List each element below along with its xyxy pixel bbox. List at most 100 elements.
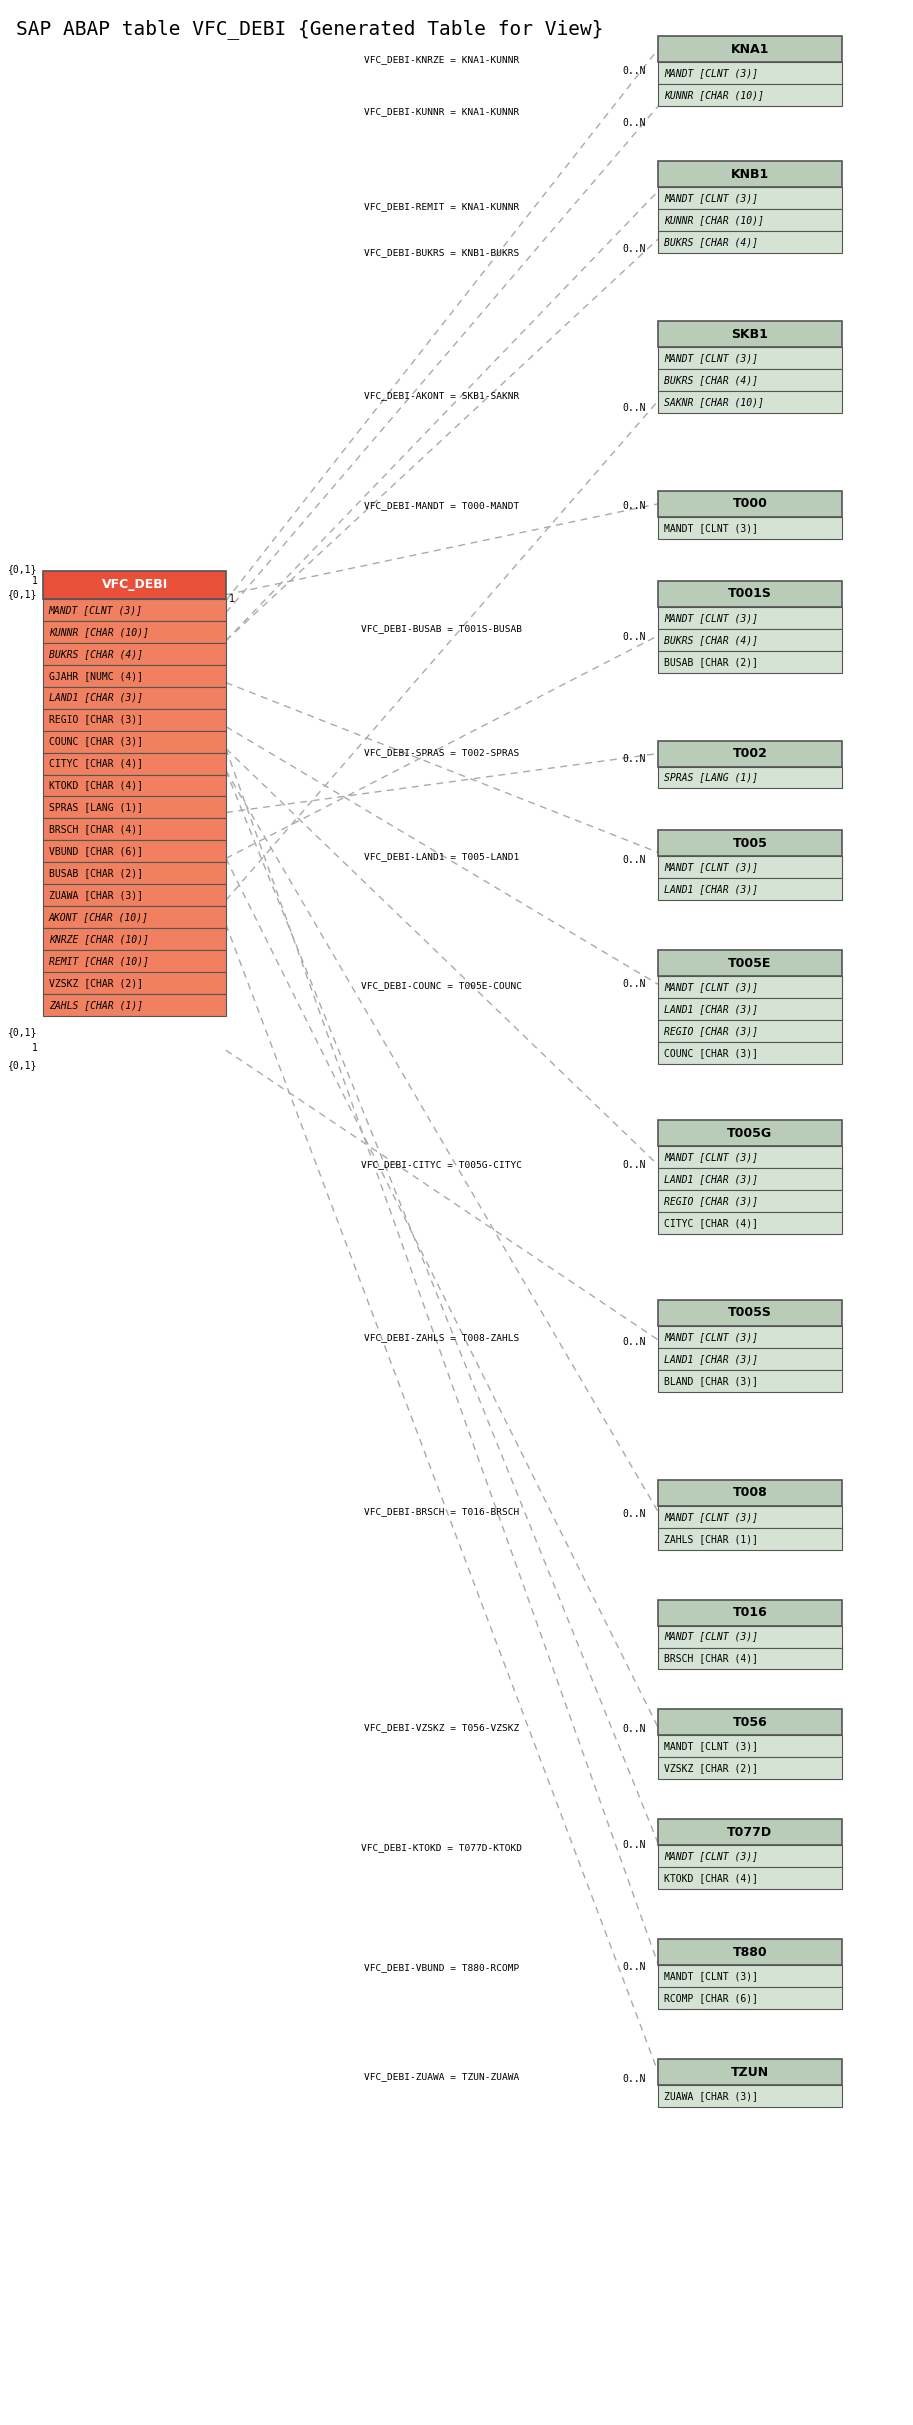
Text: MANDT [CLNT (3)]: MANDT [CLNT (3)]: [48, 604, 142, 614]
Text: 0..N: 0..N: [623, 65, 646, 75]
Text: MANDT [CLNT (3)]: MANDT [CLNT (3)]: [664, 68, 758, 78]
Text: 0..N: 0..N: [623, 502, 646, 512]
Text: 0..N: 0..N: [623, 1508, 646, 1518]
Bar: [658, 230, 842, 252]
Bar: [658, 1348, 842, 1370]
Text: VFC_DEBI-VZSKZ = T056-VZSKZ: VFC_DEBI-VZSKZ = T056-VZSKZ: [364, 1722, 519, 1731]
Bar: [658, 1370, 842, 1392]
Text: VFC_DEBI-BRSCH = T016-BRSCH: VFC_DEBI-BRSCH = T016-BRSCH: [364, 1508, 519, 1516]
Bar: [43, 863, 226, 885]
Text: SPRAS [LANG (1)]: SPRAS [LANG (1)]: [664, 774, 758, 783]
Text: TZUN: TZUN: [730, 2066, 769, 2078]
Text: MANDT [CLNT (3)]: MANDT [CLNT (3)]: [664, 1741, 758, 1751]
Text: 0..N: 0..N: [623, 1962, 646, 1972]
Bar: [658, 1600, 842, 1625]
Text: MANDT [CLNT (3)]: MANDT [CLNT (3)]: [664, 614, 758, 623]
Text: VFC_DEBI-SPRAS = T002-SPRAS: VFC_DEBI-SPRAS = T002-SPRAS: [364, 747, 519, 757]
Text: VFC_DEBI-BUKRS = KNB1-BUKRS: VFC_DEBI-BUKRS = KNB1-BUKRS: [364, 250, 519, 257]
Bar: [658, 1169, 842, 1191]
Bar: [43, 621, 226, 643]
Text: VFC_DEBI-KTOKD = T077D-KTOKD: VFC_DEBI-KTOKD = T077D-KTOKD: [362, 1843, 522, 1853]
Text: 0..N: 0..N: [623, 856, 646, 866]
Bar: [43, 708, 226, 730]
Bar: [658, 1940, 842, 1964]
Text: KNB1: KNB1: [730, 167, 769, 182]
Text: {0,1}: {0,1}: [8, 589, 37, 599]
Text: MANDT [CLNT (3)]: MANDT [CLNT (3)]: [664, 524, 758, 534]
Bar: [658, 320, 842, 347]
Bar: [658, 187, 842, 209]
Text: REGIO [CHAR (3)]: REGIO [CHAR (3)]: [48, 715, 142, 725]
Bar: [43, 730, 226, 752]
Bar: [43, 994, 226, 1016]
Text: VFC_DEBI-ZAHLS = T008-ZAHLS: VFC_DEBI-ZAHLS = T008-ZAHLS: [364, 1334, 519, 1343]
Text: BRSCH [CHAR (4)]: BRSCH [CHAR (4)]: [48, 825, 142, 834]
Text: MANDT [CLNT (3)]: MANDT [CLNT (3)]: [664, 1511, 758, 1520]
Text: T077D: T077D: [728, 1826, 772, 1838]
Bar: [658, 766, 842, 788]
Text: KUNNR [CHAR (10)]: KUNNR [CHAR (10)]: [48, 626, 149, 638]
Bar: [43, 972, 226, 994]
Text: CITYC [CHAR (4)]: CITYC [CHAR (4)]: [48, 759, 142, 769]
Bar: [658, 63, 842, 85]
Text: {0,1}: {0,1}: [8, 563, 37, 575]
Text: VFC_DEBI-VBUND = T880-RCOMP: VFC_DEBI-VBUND = T880-RCOMP: [364, 1962, 519, 1972]
Bar: [658, 1021, 842, 1043]
Text: VFC_DEBI-KNRZE = KNA1-KUNNR: VFC_DEBI-KNRZE = KNA1-KUNNR: [364, 56, 519, 63]
Text: VFC_DEBI-LAND1 = T005-LAND1: VFC_DEBI-LAND1 = T005-LAND1: [364, 851, 519, 861]
Text: VFC_DEBI-COUNC = T005E-COUNC: VFC_DEBI-COUNC = T005E-COUNC: [362, 980, 522, 989]
Text: COUNC [CHAR (3)]: COUNC [CHAR (3)]: [664, 1048, 758, 1057]
Text: 0..N: 0..N: [623, 119, 646, 129]
Text: RCOMP [CHAR (6)]: RCOMP [CHAR (6)]: [664, 1993, 758, 2003]
Text: MANDT [CLNT (3)]: MANDT [CLNT (3)]: [664, 1850, 758, 1862]
Bar: [658, 347, 842, 369]
Text: VBUND [CHAR (6)]: VBUND [CHAR (6)]: [48, 846, 142, 856]
Text: REGIO [CHAR (3)]: REGIO [CHAR (3)]: [664, 1026, 758, 1035]
Bar: [658, 1736, 842, 1758]
Bar: [658, 628, 842, 650]
Text: {0,1}: {0,1}: [8, 1028, 37, 1038]
Bar: [658, 1191, 842, 1212]
Text: MANDT [CLNT (3)]: MANDT [CLNT (3)]: [664, 1152, 758, 1162]
Bar: [658, 580, 842, 606]
Text: ZAHLS [CHAR (1)]: ZAHLS [CHAR (1)]: [664, 1533, 758, 1545]
Bar: [43, 774, 226, 795]
Text: 0..N: 0..N: [623, 403, 646, 412]
Bar: [658, 490, 842, 517]
Text: SKB1: SKB1: [731, 327, 769, 340]
Text: KTOKD [CHAR (4)]: KTOKD [CHAR (4)]: [664, 1872, 758, 1884]
Text: ZAHLS [CHAR (1)]: ZAHLS [CHAR (1)]: [48, 999, 142, 1011]
Bar: [658, 999, 842, 1021]
Bar: [658, 650, 842, 672]
Text: VFC_DEBI-REMIT = KNA1-KUNNR: VFC_DEBI-REMIT = KNA1-KUNNR: [364, 201, 519, 211]
Text: LAND1 [CHAR (3)]: LAND1 [CHAR (3)]: [664, 1004, 758, 1014]
Text: CITYC [CHAR (4)]: CITYC [CHAR (4)]: [664, 1217, 758, 1227]
Bar: [658, 1326, 842, 1348]
Text: SAKNR [CHAR (10)]: SAKNR [CHAR (10)]: [664, 398, 764, 407]
Text: ZUAWA [CHAR (3)]: ZUAWA [CHAR (3)]: [48, 890, 142, 900]
Bar: [658, 1506, 842, 1528]
Text: VFC_DEBI: VFC_DEBI: [101, 577, 168, 592]
Bar: [658, 878, 842, 900]
Bar: [43, 929, 226, 951]
Bar: [658, 951, 842, 977]
Bar: [658, 1758, 842, 1780]
Text: 0..N: 0..N: [623, 980, 646, 989]
Bar: [658, 1964, 842, 1986]
Text: T008: T008: [732, 1487, 767, 1499]
Text: T002: T002: [732, 747, 767, 759]
Text: KTOKD [CHAR (4)]: KTOKD [CHAR (4)]: [48, 781, 142, 791]
Text: KNRZE [CHAR (10)]: KNRZE [CHAR (10)]: [48, 934, 149, 943]
Text: MANDT [CLNT (3)]: MANDT [CLNT (3)]: [664, 354, 758, 364]
Bar: [43, 686, 226, 708]
Bar: [658, 1147, 842, 1169]
Text: 0..N: 0..N: [623, 630, 646, 643]
Bar: [43, 951, 226, 972]
Bar: [43, 570, 226, 599]
Text: VZSKZ [CHAR (2)]: VZSKZ [CHAR (2)]: [664, 1763, 758, 1773]
Text: REGIO [CHAR (3)]: REGIO [CHAR (3)]: [664, 1196, 758, 1205]
Text: BUKRS [CHAR (4)]: BUKRS [CHAR (4)]: [48, 647, 142, 660]
Text: BLAND [CHAR (3)]: BLAND [CHAR (3)]: [664, 1375, 758, 1385]
Text: KUNNR [CHAR (10)]: KUNNR [CHAR (10)]: [664, 90, 764, 99]
Bar: [658, 160, 842, 187]
